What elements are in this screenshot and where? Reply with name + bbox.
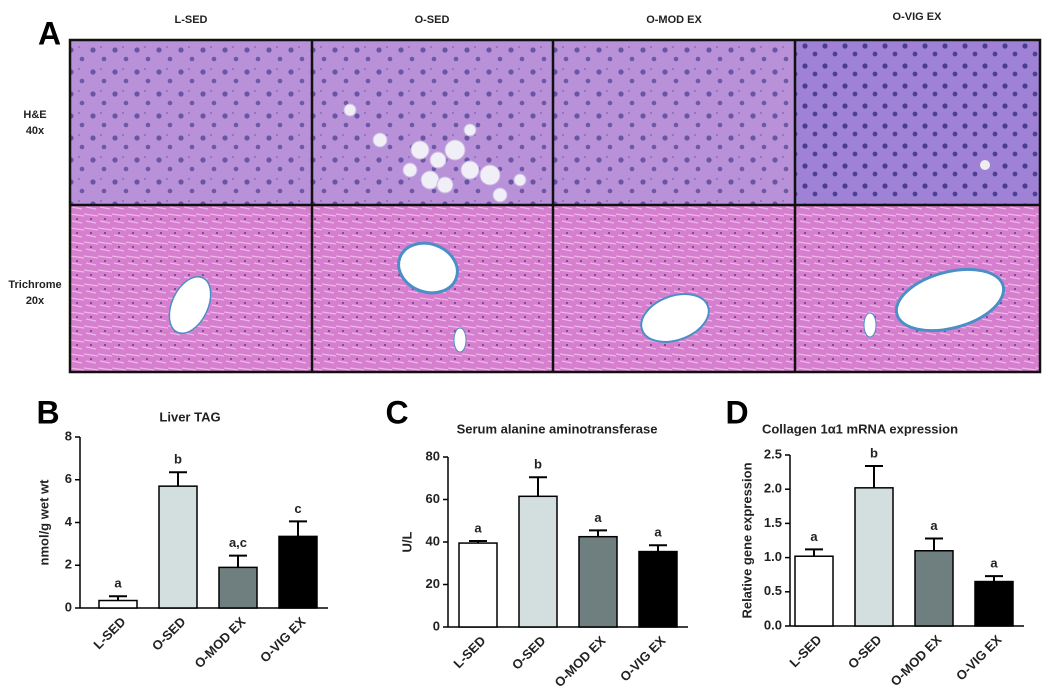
bar (914, 550, 954, 627)
column-label: O-SED (415, 14, 450, 26)
column-label: O-MOD EX (646, 14, 702, 26)
y-axis-label: U/L (399, 531, 414, 552)
bar (98, 599, 138, 609)
annotation: b (174, 452, 182, 467)
annotation: a (114, 576, 122, 591)
bar (854, 487, 894, 627)
panel-label: C (385, 394, 408, 430)
panel-label: A (38, 15, 61, 51)
y-tick-label: 1.5 (764, 515, 782, 530)
row-label: H&E (23, 109, 46, 121)
y-axis-label: nmol/g wet wt (36, 479, 51, 566)
micrographs (68, 38, 1042, 374)
column-label: L-SED (175, 14, 208, 26)
x-tick-label: O-SED (509, 633, 549, 673)
y-tick-label: 2.0 (764, 481, 782, 496)
bar (278, 535, 318, 609)
x-tick-label: O-VIG EX (953, 632, 1005, 684)
y-tick-label: 0 (433, 618, 440, 633)
x-tick-label: O-MOD EX (887, 632, 944, 689)
error-bar (985, 575, 1003, 582)
error-bar (169, 471, 187, 487)
y-tick-label: 0.5 (764, 583, 782, 598)
bar (974, 580, 1014, 627)
y-tick-label: 60 (426, 491, 440, 506)
y-tick-label: 8 (65, 428, 72, 443)
error-bar (805, 548, 823, 557)
panel-label: B (36, 394, 59, 430)
bar (638, 550, 678, 628)
error-bar (589, 529, 607, 537)
bar (218, 566, 258, 609)
panel-label: D (725, 394, 748, 430)
annotation: a (594, 510, 602, 525)
y-tick-label: 2.5 (764, 446, 782, 461)
y-tick-label: 4 (65, 514, 73, 529)
chart-title: Collagen 1α1 mRNA expression (762, 421, 958, 436)
error-bar (289, 520, 307, 537)
bar (458, 542, 498, 628)
y-tick-label: 20 (426, 576, 440, 591)
annotation: a (474, 520, 482, 535)
x-tick-label: O-SED (845, 632, 885, 672)
annotation: c (294, 501, 301, 516)
error-bar (649, 544, 667, 552)
y-tick-label: 2 (65, 557, 72, 572)
x-tick-label: L-SED (786, 632, 824, 670)
x-tick-label: O-VIG EX (257, 614, 309, 666)
x-tick-label: L-SED (90, 614, 128, 652)
y-axis-label: Relative gene expression (739, 462, 754, 618)
annotation: b (534, 457, 542, 472)
y-tick-label: 0 (65, 599, 72, 614)
bar (158, 485, 198, 609)
annotation: a (930, 518, 938, 533)
error-bar (529, 476, 547, 497)
x-tick-label: O-VIG EX (617, 633, 669, 685)
error-bar (925, 537, 943, 551)
bar (794, 555, 834, 627)
row-label: Trichrome (8, 279, 61, 291)
annotation: a,c (229, 535, 247, 550)
error-bar (229, 554, 247, 568)
y-tick-label: 40 (426, 533, 440, 548)
annotation: a (810, 529, 818, 544)
x-tick-label: L-SED (450, 633, 488, 671)
error-bar (865, 464, 883, 488)
x-tick-label: O-MOD EX (191, 614, 248, 671)
annotation: a (990, 556, 998, 571)
chart-title: Serum alanine aminotransferase (457, 421, 658, 436)
bar (518, 495, 558, 628)
row-label: 20x (26, 295, 45, 307)
y-tick-label: 6 (65, 471, 72, 486)
x-tick-label: O-SED (149, 614, 189, 654)
column-label: O-VIG EX (893, 11, 943, 23)
bar (578, 535, 618, 628)
annotation: b (870, 445, 878, 460)
chart-title: Liver TAG (159, 409, 220, 424)
y-tick-label: 80 (426, 448, 440, 463)
y-tick-label: 0.0 (764, 617, 782, 632)
row-label: 40x (26, 125, 45, 137)
annotation: a (654, 525, 662, 540)
x-tick-label: O-MOD EX (551, 633, 608, 690)
y-tick-label: 1.0 (764, 549, 782, 564)
